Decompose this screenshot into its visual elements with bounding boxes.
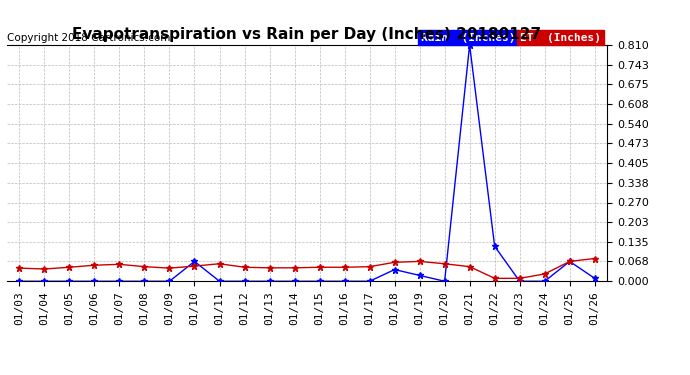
Text: ET  (Inches): ET (Inches) — [520, 33, 601, 43]
Title: Evapotranspiration vs Rain per Day (Inches) 20180127: Evapotranspiration vs Rain per Day (Inch… — [72, 27, 542, 42]
Text: Copyright 2018 Cartronics.com: Copyright 2018 Cartronics.com — [7, 33, 170, 43]
Text: Rain  (Inches): Rain (Inches) — [421, 33, 515, 43]
